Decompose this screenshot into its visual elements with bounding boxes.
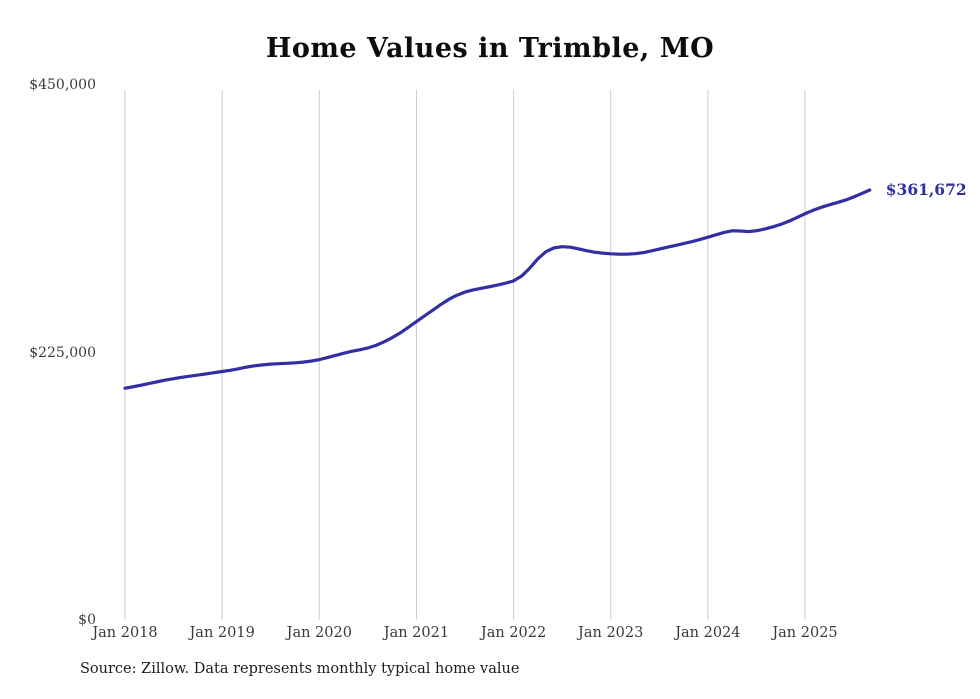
value-line: [123, 188, 872, 390]
latest-value-label: $361,672: [885, 180, 967, 199]
x-axis-tick-label: Jan 2025: [772, 625, 838, 641]
source-note: Source: Zillow. Data represents monthly …: [80, 661, 520, 677]
y-axis-tick-label: $450,000: [29, 77, 96, 93]
x-axis-tick-label: Jan 2022: [480, 625, 547, 641]
x-axis-tick-label: Jan 2023: [578, 625, 644, 641]
y-axis-tick-label: $0: [78, 612, 96, 628]
x-axis-tick-label: Jan 2021: [383, 625, 450, 641]
x-axis-tick-label: Jan 2018: [92, 625, 158, 641]
x-axis-tick-label: Jan 2020: [286, 625, 352, 641]
x-axis-tick-label: Jan 2024: [675, 625, 741, 641]
x-axis-tick-label: Jan 2019: [189, 625, 255, 641]
y-axis-tick-label: $225,000: [29, 344, 96, 361]
chart-title: Home Values in Trimble, MO: [265, 33, 715, 64]
